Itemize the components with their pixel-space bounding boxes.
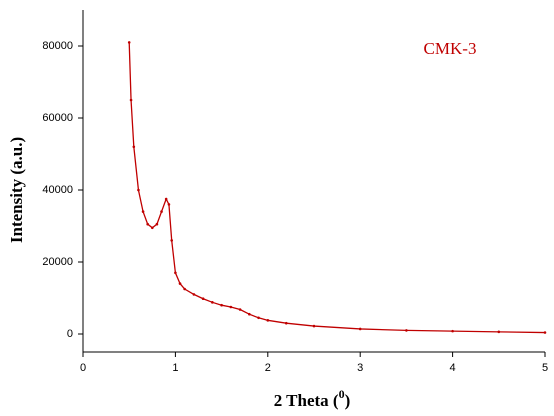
data-point [146, 222, 149, 226]
data-point [312, 324, 316, 328]
x-tick-label: 1 [172, 362, 178, 374]
x-tick-label: 5 [542, 362, 548, 374]
x-tick-label: 2 [265, 362, 271, 374]
data-point [248, 312, 251, 316]
x-tick-label: 3 [357, 362, 363, 374]
y-tick-label: 0 [67, 328, 73, 340]
data-point [167, 203, 171, 206]
y-tick-label: 80000 [42, 40, 73, 52]
x-axis-title: 2 Theta (0) [274, 387, 351, 410]
data-point [358, 327, 362, 331]
data-point [155, 222, 159, 226]
data-point [229, 305, 233, 309]
data-point [183, 287, 186, 291]
data-point [211, 301, 214, 304]
data-point [497, 330, 501, 334]
x-axis-title-close: ) [345, 391, 351, 410]
annotation: CMK-3 [424, 39, 477, 58]
y-tick-label: 40000 [42, 184, 73, 196]
data-point [129, 98, 133, 102]
x-tick-label: 0 [80, 362, 86, 374]
data-point [178, 282, 182, 285]
data-point [141, 210, 145, 213]
data-point [192, 293, 196, 296]
data-point [127, 41, 131, 44]
data-point [170, 239, 174, 242]
y-tick-label: 60000 [42, 112, 73, 124]
data-point [132, 145, 136, 149]
data-point [543, 331, 547, 334]
data-point [405, 329, 408, 332]
x-axis-title-sup: 0 [339, 387, 345, 401]
y-tick-label: 20000 [42, 256, 73, 268]
data-point [151, 226, 154, 230]
y-axis-title: Intensity (a.u.) [7, 137, 26, 243]
data-point [160, 210, 163, 213]
x-tick-label: 4 [450, 362, 456, 374]
data-point [137, 188, 140, 192]
data-point [266, 319, 270, 322]
data-point [174, 271, 177, 275]
data-point [238, 308, 242, 311]
data-point [451, 329, 454, 333]
data-point [220, 303, 223, 307]
data-point [257, 316, 260, 320]
data-line [128, 42, 546, 334]
data-point [201, 297, 205, 301]
data-point [164, 197, 168, 201]
data-point [284, 321, 288, 325]
x-axis-title-text: 2 Theta ( [274, 391, 339, 410]
